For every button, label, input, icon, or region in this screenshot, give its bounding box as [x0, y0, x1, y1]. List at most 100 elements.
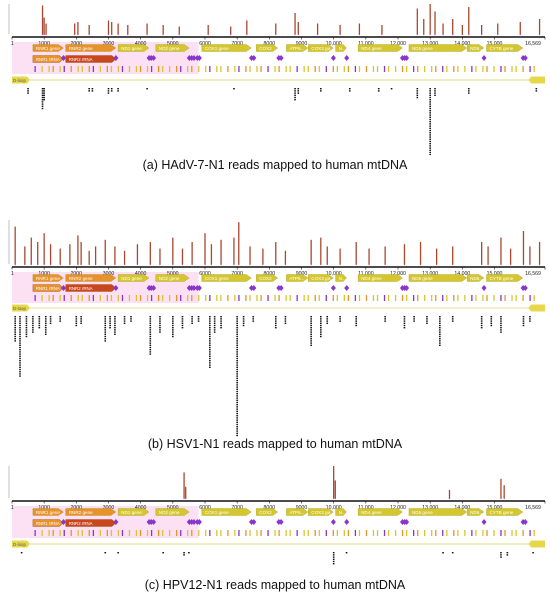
mapped-read	[159, 331, 161, 333]
mapped-read	[88, 90, 90, 92]
trna-marker	[113, 285, 119, 291]
coverage-dot	[275, 33, 277, 36]
track-group: 1 1000 2000 3000 4000 5000 6000 7000 8000 9000 10,…	[8, 220, 546, 437]
mapped-read	[14, 331, 16, 333]
mapped-read	[220, 327, 222, 329]
coverage-dot	[310, 263, 312, 266]
variant-bar	[336, 530, 338, 536]
variant-bar	[150, 530, 153, 536]
variant-bar	[256, 295, 258, 301]
mapped-read	[188, 552, 190, 554]
gene-label: ND5 gene	[412, 510, 433, 515]
mapped-read	[149, 331, 152, 333]
mapped-read	[104, 340, 107, 342]
gene-label: ND5 gene	[412, 276, 433, 281]
mapped-read	[213, 329, 216, 331]
mapped-read	[284, 320, 287, 322]
mapped-read	[310, 316, 312, 318]
variant-bar	[63, 295, 65, 301]
mapped-read	[535, 88, 538, 90]
mapped-read	[19, 349, 21, 351]
mapped-read	[332, 560, 335, 563]
mapped-read	[75, 316, 78, 318]
variant-bar	[216, 66, 218, 72]
mapped-read	[490, 324, 493, 327]
mapped-read	[149, 318, 152, 320]
mapped-read	[236, 423, 238, 426]
mapped-read	[172, 322, 174, 324]
coverage-dot	[339, 263, 341, 266]
mapped-read	[416, 94, 419, 96]
variant-bar	[372, 295, 375, 301]
mapped-read	[500, 554, 502, 556]
mapped-read	[209, 344, 211, 346]
variant-bar	[278, 530, 280, 536]
axis-tick-label: 5000	[167, 271, 179, 277]
mapped-read	[506, 554, 509, 556]
mapped-read	[209, 364, 211, 366]
trna-marker	[522, 55, 528, 61]
rrna-arrow	[65, 519, 117, 527]
mapped-read	[320, 322, 322, 324]
mapped-read	[236, 434, 238, 437]
axis-tick-label: 3000	[103, 505, 115, 511]
mapped-read	[500, 556, 502, 558]
mapped-read	[104, 329, 107, 331]
mapped-read	[149, 333, 152, 335]
variant-bar	[354, 295, 357, 301]
variant-bar	[249, 66, 251, 72]
mapped-read	[236, 353, 238, 355]
coverage-dot	[107, 33, 110, 36]
mapped-read	[390, 88, 393, 90]
variant-bar	[205, 66, 207, 72]
mapped-read	[213, 316, 216, 318]
trna-marker	[404, 55, 410, 61]
mapped-read	[236, 379, 238, 382]
mapped-read	[130, 318, 132, 320]
mapped-read	[19, 338, 21, 340]
dloop-start	[12, 76, 30, 84]
gene-label: ND6...	[470, 46, 483, 51]
mapped-read	[209, 349, 211, 351]
mapped-read	[236, 426, 238, 428]
variant-bar	[358, 295, 361, 301]
rrna-label: RNR1 rRNA	[36, 286, 60, 291]
mapped-read	[297, 92, 300, 94]
mapped-read	[213, 320, 216, 322]
variant-bar	[457, 66, 459, 72]
mapped-read	[236, 382, 238, 384]
mapped-read	[41, 94, 44, 96]
mapped-read	[80, 320, 82, 322]
variant-bar	[146, 295, 149, 301]
mapped-read	[384, 316, 386, 318]
coverage-dot	[332, 497, 335, 500]
mapped-read	[236, 335, 238, 338]
variant-bar	[52, 66, 54, 72]
axis-tick-label: 11,000	[358, 505, 374, 511]
coverage-dot	[207, 33, 209, 36]
mapped-read	[429, 134, 431, 136]
mapped-read	[320, 324, 322, 327]
coverage-dot	[43, 33, 45, 36]
mapped-read	[310, 324, 312, 327]
mapped-read	[529, 320, 531, 322]
mapped-read	[104, 322, 107, 324]
gene-arrow	[117, 44, 150, 52]
mapped-read	[236, 318, 238, 320]
variant-bar	[191, 66, 193, 72]
axis-tick-label: 6000	[199, 505, 211, 511]
mapped-read	[197, 316, 200, 318]
mapped-read	[209, 346, 211, 349]
variant-bar	[175, 295, 178, 301]
mapped-read	[38, 318, 41, 320]
mapped-read	[294, 92, 296, 94]
mapped-read	[19, 355, 21, 357]
mapped-read	[32, 320, 34, 322]
variant-bar	[128, 530, 131, 536]
mapped-read	[274, 320, 277, 322]
mapped-read	[43, 99, 45, 101]
variant-bar	[354, 66, 357, 72]
mapped-read	[348, 88, 351, 90]
dloop-start	[12, 540, 30, 548]
axis-tick-label: 15,000	[487, 41, 503, 47]
